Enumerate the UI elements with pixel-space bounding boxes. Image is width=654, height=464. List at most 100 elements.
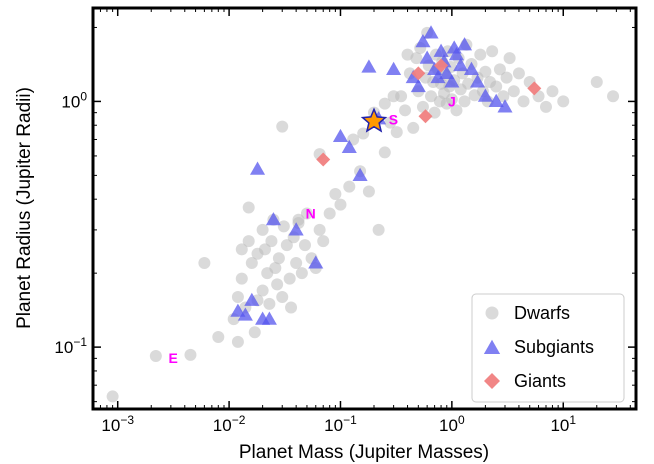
subgiant-point [288,222,304,236]
dwarf-point [256,284,269,297]
subgiant-point [415,34,431,48]
legend-marker-subgiants [483,339,501,354]
dwarf-point [384,116,397,129]
dwarf-point [399,104,412,117]
dwarf-point [425,90,438,103]
reference-planet-labels: E N S J [169,93,456,366]
subgiant-point [230,303,246,317]
dwarf-point [362,185,375,198]
x-axis-label: Planet Mass (Jupiter Masses) [239,442,489,463]
subgiant-point [423,25,439,39]
dwarf-point [401,48,414,61]
dwarf-point [285,301,298,314]
dwarf-point [378,146,391,159]
subgiant-point [405,69,421,84]
subgiant-point [488,93,504,107]
subgiant-point [308,255,324,269]
dwarf-point [256,223,269,236]
subgiant-point [439,65,455,79]
legend-marker-giants [484,373,500,389]
subgiant-point [341,139,357,153]
dwarf-point [242,201,255,214]
reference-planet-label: J [448,93,456,109]
subgiant-point [332,128,349,143]
giant-point [411,66,426,81]
subgiant-point [477,88,493,102]
giant-point [316,152,331,167]
dwarf-point [407,121,420,134]
dwarf-point [343,180,356,193]
y-tick-label: 100 [61,89,87,111]
dwarf-point [317,235,330,248]
subgiant-point [261,311,277,325]
dwarf-point [334,198,347,211]
x-tick-label: 101 [550,413,576,435]
legend-label: Subgiants [514,337,594,357]
subgiant-point [265,212,281,226]
dwarf-point [313,223,326,236]
dwarf-point [323,207,336,220]
dwarf-point [372,223,385,236]
subgiant-point [453,57,469,72]
dwarf-point [184,348,197,361]
dwarf-point [231,290,244,303]
dwarf-point [378,97,391,110]
reference-planet-label: S [389,112,398,128]
subgiant-point [249,161,266,175]
subgiant-point [444,74,460,88]
dwarf-point [231,335,244,348]
dwarf-point [503,52,516,65]
legend-box [471,293,625,403]
dwarf-point [590,75,603,88]
subgiant-point [446,40,462,54]
dwarf-point [357,127,370,140]
reference-planet-label: E [169,350,178,366]
dwarf-point [235,243,248,256]
dwarf-point [546,85,559,98]
dwarf-point [486,45,499,58]
x-tick-label: 10−1 [324,413,357,435]
dwarf-point [290,256,303,269]
dwarf-point [497,90,510,103]
subgiant-point [457,37,473,51]
x-tick-label: 10−3 [101,413,134,435]
dwarf-point [277,220,290,233]
dwarf-point [149,350,162,363]
subgiant-point [497,99,513,113]
dwarf-point [512,67,525,80]
dwarf-point [500,71,513,84]
subgiant-point [244,292,260,306]
giant-point [434,58,449,73]
legend-label: Giants [514,371,566,391]
dwarf-point [300,207,313,220]
dwarf-point [280,239,293,252]
dwarf-point [198,256,211,269]
subgiant-point [410,78,426,93]
highlight-star-marker [360,107,388,133]
dwarf-point [607,90,620,103]
dwarf-point [242,235,255,248]
dwarf-point [212,330,225,343]
subgiant-point [419,50,435,64]
dwarf-point [248,326,261,339]
dwarf-point [298,239,311,252]
data-points-layer [106,25,620,403]
dwarf-point [387,90,400,103]
dwarf-point [450,104,463,117]
y-tick-label: 10−1 [54,335,87,357]
dwarf-point [557,95,570,108]
giant-point [418,109,433,124]
legend-label: Dwarfs [514,303,570,323]
dwarf-point [276,120,289,133]
dwarf-point [283,272,296,285]
subgiant-point [386,61,402,75]
dwarf-point [263,297,276,310]
dwarf-point [265,235,278,248]
reference-planet-label: N [306,205,316,221]
subgiant-point [433,43,449,57]
subgiant-point [237,307,253,321]
giant-point [527,81,542,96]
dwarf-point [458,95,471,108]
legend-marker-dwarfs [485,306,499,320]
subgiant-point [469,74,486,88]
